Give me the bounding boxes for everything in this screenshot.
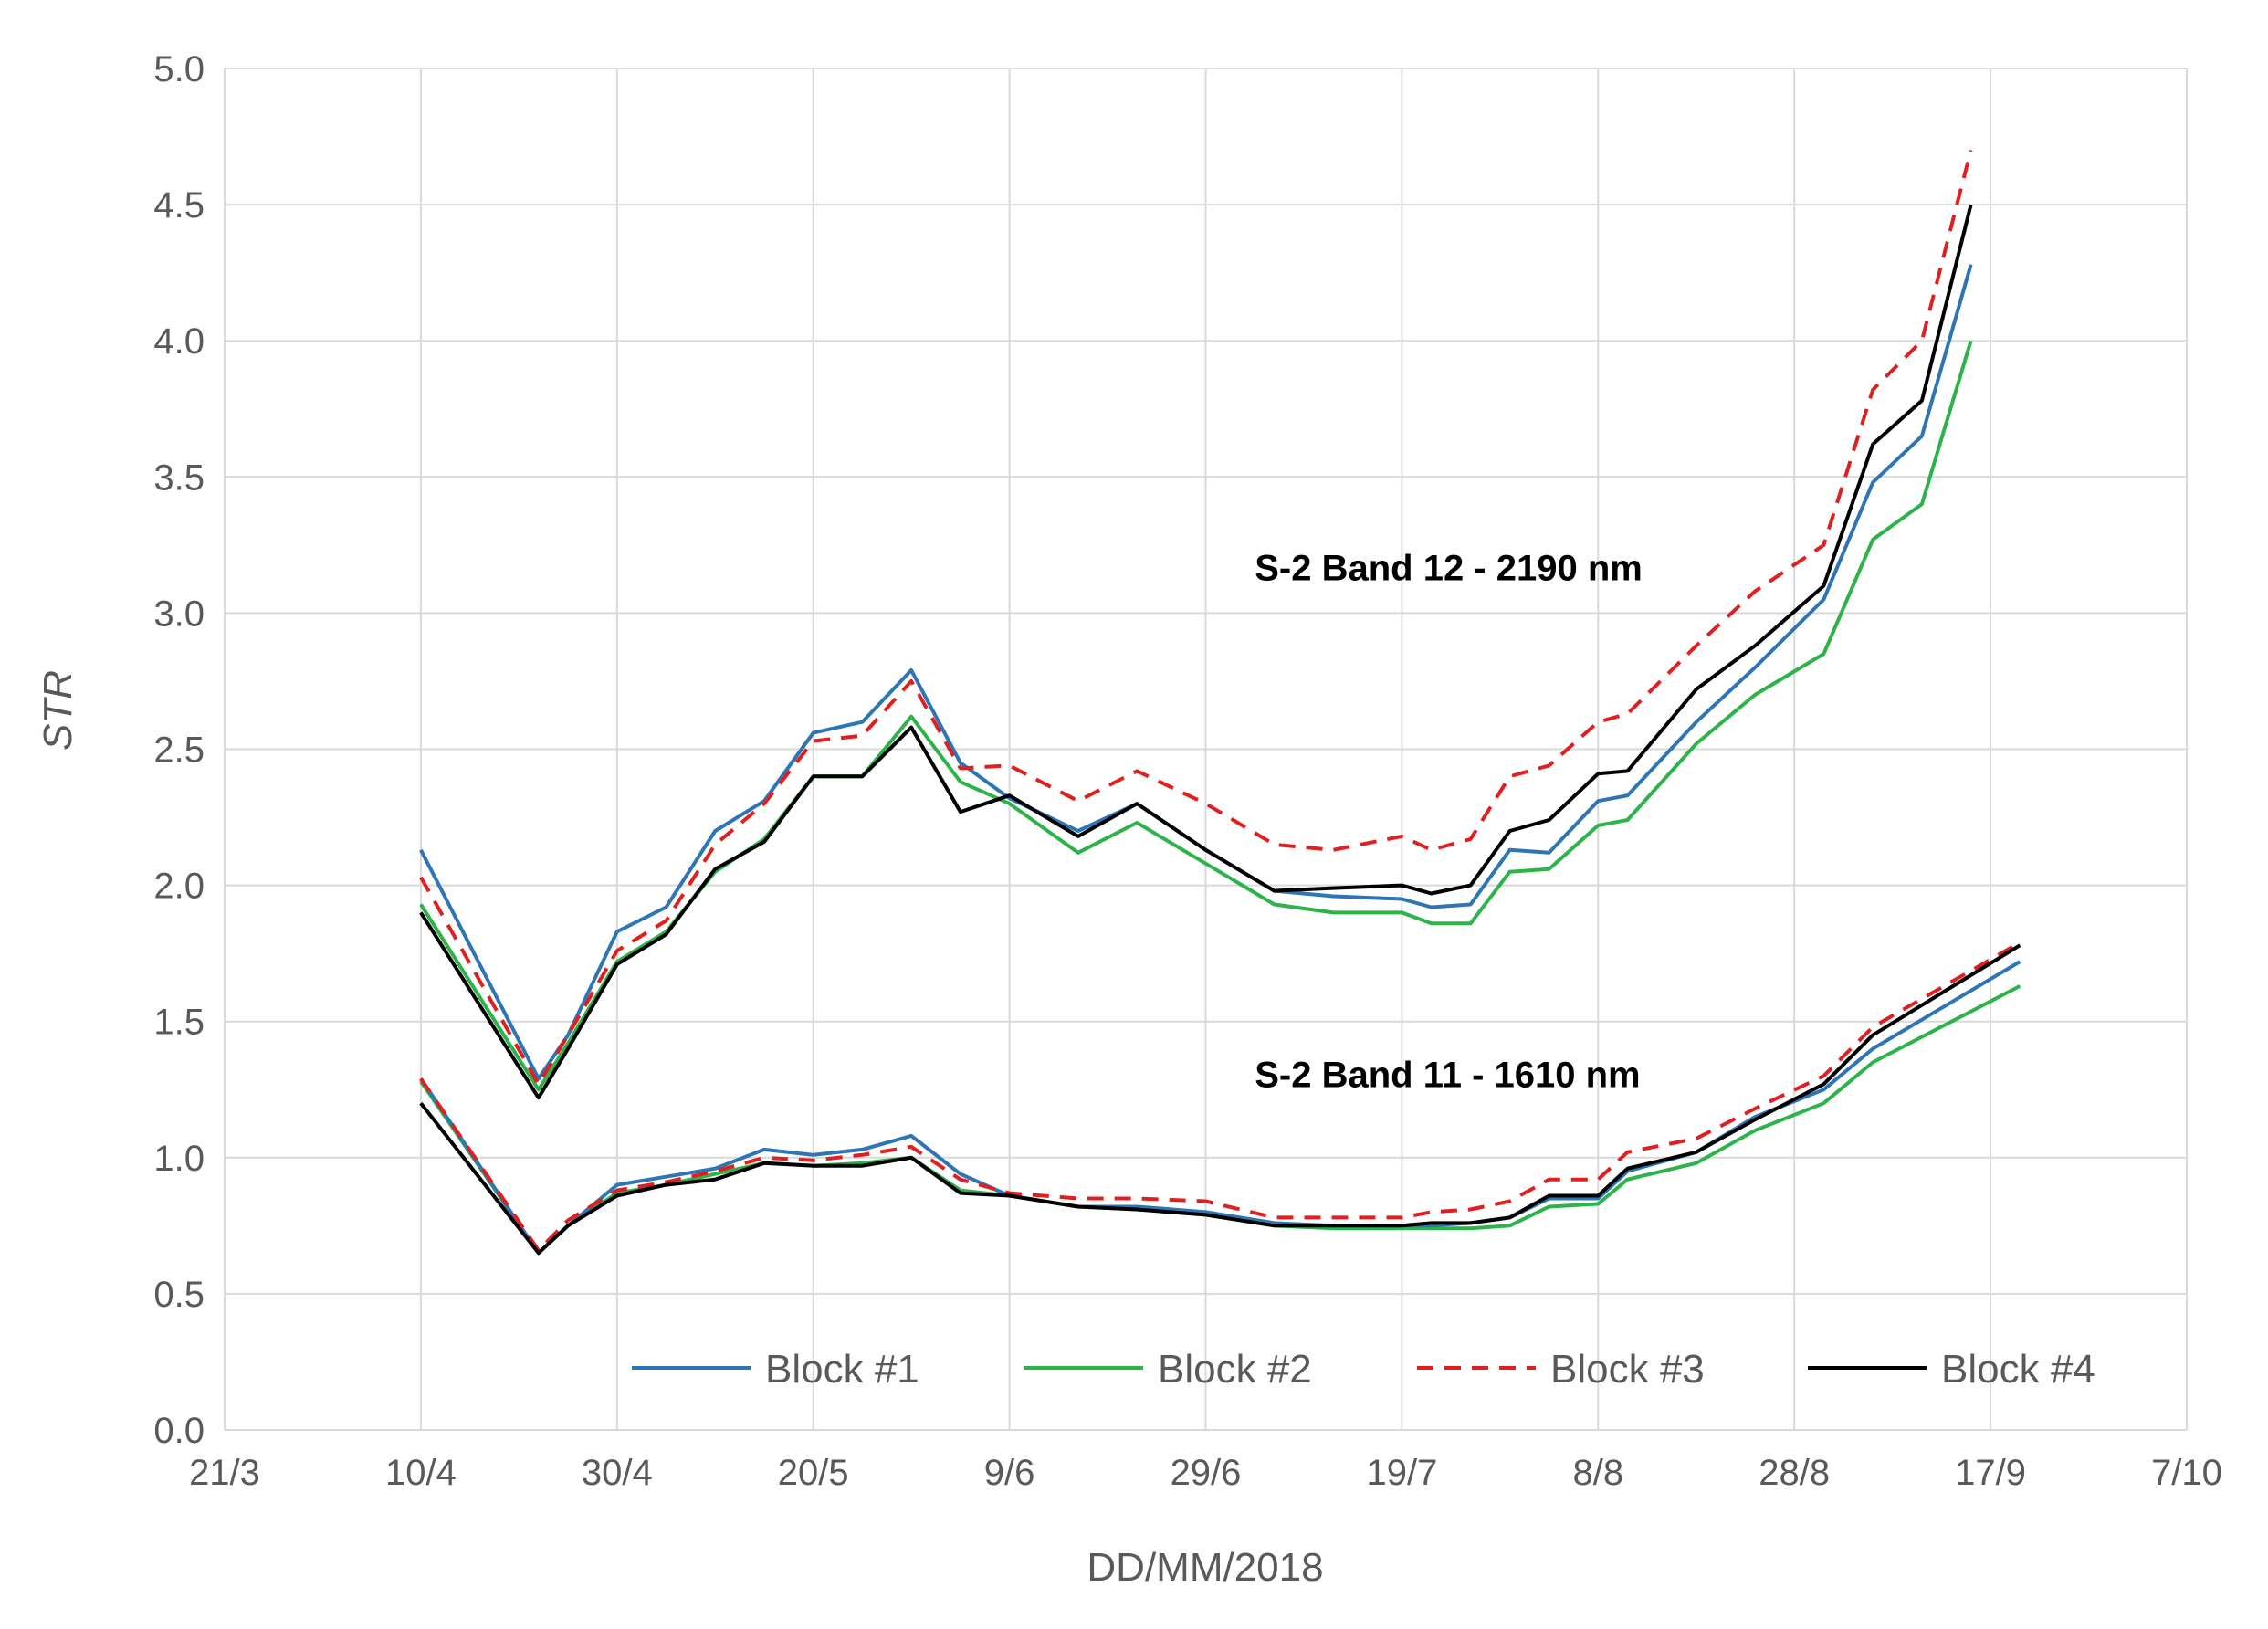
legend-entry-block-2: Block #2 bbox=[1024, 1347, 1312, 1392]
grid-lines bbox=[224, 68, 2188, 1431]
annotation-band-11: S-2 Band 11 - 1610 nm bbox=[1255, 1055, 1640, 1095]
x-tick-label: 20/5 bbox=[778, 1453, 849, 1493]
x-tick-label: 8/8 bbox=[1572, 1453, 1623, 1493]
y-tick-label: 3.5 bbox=[153, 457, 205, 498]
series-line-block-4-band-11 bbox=[419, 943, 2021, 1256]
x-tick-label: 17/9 bbox=[1955, 1453, 2026, 1493]
series-lines bbox=[419, 150, 2021, 1256]
y-tick-label: 4.5 bbox=[153, 185, 205, 226]
legend-entry-block-1: Block #1 bbox=[632, 1347, 919, 1392]
y-tick-label: 2.5 bbox=[153, 730, 205, 771]
y-axis-tick-labels: 0.0 0.5 1.0 1.5 2.0 2.5 3.0 3.5 4.0 4.5 5.0 bbox=[153, 49, 205, 1451]
x-tick-label: 30/4 bbox=[582, 1453, 653, 1493]
series-line-block-2-band-12 bbox=[419, 340, 1973, 1092]
annotation-band-12: S-2 Band 12 - 2190 nm bbox=[1255, 549, 1643, 589]
x-axis-title: DD/MM/2018 bbox=[1087, 1545, 1323, 1590]
y-tick-label: 1.0 bbox=[153, 1139, 205, 1179]
x-tick-label: 28/8 bbox=[1759, 1453, 1830, 1493]
x-tick-label: 9/6 bbox=[984, 1453, 1035, 1493]
x-axis-tick-labels: 21/3 10/4 30/4 20/5 9/6 29/6 19/7 8/8 28/8 17/9 7/… bbox=[189, 1453, 2222, 1493]
legend-label-block-2: Block #2 bbox=[1158, 1347, 1312, 1392]
series-line-block-3-band-12 bbox=[419, 150, 1973, 1087]
y-tick-label: 0.5 bbox=[153, 1275, 205, 1315]
y-tick-label: 4.0 bbox=[153, 321, 205, 362]
legend-entry-block-4: Block #4 bbox=[1808, 1347, 2095, 1392]
y-tick-label: 0.0 bbox=[153, 1411, 205, 1451]
y-tick-label: 1.5 bbox=[153, 1003, 205, 1043]
series-line-block-4-band-12 bbox=[419, 204, 1973, 1100]
legend-label-block-1: Block #1 bbox=[765, 1347, 919, 1392]
legend: Block #1 Block #2 Block #3 Block #4 bbox=[632, 1347, 2095, 1392]
x-tick-label: 7/10 bbox=[2151, 1453, 2222, 1493]
x-tick-label: 10/4 bbox=[385, 1453, 457, 1493]
x-tick-label: 19/7 bbox=[1366, 1453, 1437, 1493]
y-tick-label: 3.0 bbox=[153, 594, 205, 634]
series-line-block-1-band-12 bbox=[419, 264, 1973, 1081]
series-line-block-3-band-11 bbox=[419, 941, 2021, 1253]
legend-label-block-3: Block #3 bbox=[1550, 1347, 1705, 1392]
legend-entry-block-3: Block #3 bbox=[1417, 1347, 1705, 1392]
x-tick-label: 29/6 bbox=[1171, 1453, 1242, 1493]
legend-label-block-4: Block #4 bbox=[1941, 1347, 2095, 1392]
y-tick-label: 2.0 bbox=[153, 867, 205, 907]
y-axis-title: STR bbox=[36, 670, 80, 751]
x-tick-label: 21/3 bbox=[189, 1453, 260, 1493]
y-tick-label: 5.0 bbox=[153, 49, 205, 89]
